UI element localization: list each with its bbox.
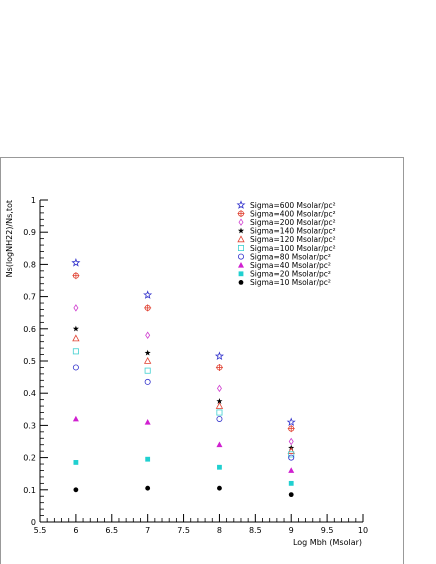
data-point [144,349,151,356]
legend-label: Sigma=100 Msolar/pc² [250,244,336,253]
data-point [145,456,151,462]
data-point [287,425,295,433]
legend-label: Sigma=20 Msolar/pc² [250,270,331,279]
data-point [144,304,152,312]
data-point [73,304,79,312]
series-8 [73,456,294,486]
legend-label: Sigma=40 Msolar/pc² [250,261,331,270]
y-tick-label: 0.6 [23,325,36,334]
data-point [288,437,294,446]
legend-label: Sigma=10 Msolar/pc² [250,278,331,287]
data-point [288,451,295,458]
x-tick-label: 10 [358,526,368,535]
data-point [143,356,152,364]
series-4 [72,334,295,454]
data-point [217,464,222,470]
legend-marker [236,200,246,209]
data-point [215,363,223,371]
data-point [216,384,222,393]
data-point [288,492,294,498]
x-tick-label: 8 [217,526,222,535]
data-point [288,454,295,461]
legend-marker [238,218,244,226]
legend-marker [238,271,244,277]
y-tick-label: 0.2 [23,454,36,463]
data-point [143,290,153,299]
series-5 [72,348,295,458]
data-point [144,378,151,385]
data-point [214,351,224,361]
legend-label: Sigma=200 Msolar/pc² [250,218,336,227]
data-point [72,348,79,355]
y-tick-label: 0.4 [23,389,36,398]
legend-marker [237,244,244,251]
data-point [71,258,81,267]
legend-marker [238,280,244,285]
data-point [286,417,296,427]
data-point [288,480,294,486]
y-tick-label: 0.1 [23,486,36,495]
data-point [216,415,223,422]
y-tick-label: 0.3 [23,421,36,430]
data-point [215,402,224,409]
series-0 [71,258,296,427]
legend-marker [237,210,245,218]
series-2 [73,304,294,446]
y-tick-label: 0.9 [23,228,36,237]
x-tick-label: 7 [145,526,150,535]
legend-label: Sigma=140 Msolar/pc² [250,227,336,236]
data-point [72,415,79,422]
legend-marker [237,227,245,234]
legend-label: Sigma=600 Msolar/pc² [250,201,336,210]
x-tick-label: 9 [289,526,294,535]
data-point [145,485,151,491]
legend-label: Sigma=80 Msolar/pc² [250,252,331,261]
data-point [144,418,151,425]
data-point [72,364,79,371]
data-point [73,487,79,493]
x-tick-label: 8.5 [249,526,262,535]
data-point [72,272,80,280]
legend-marker [237,235,245,243]
y-tick-label: 0.5 [23,357,36,366]
y-tick-label: 0.8 [23,260,36,269]
data-point [144,367,151,374]
x-tick-label: 6.5 [105,526,118,535]
x-axis-ticks: 5.5 6 6.5 7 7.5 8 8.5 9 9.5 10 [34,514,368,535]
y-axis-label: Ns(logNH22)/Ns,tot [5,200,14,277]
x-tick-label: 5.5 [34,526,47,535]
data-point [145,331,151,339]
series-6 [72,364,295,461]
data-points [71,258,296,498]
data-point [216,441,223,448]
series-7 [72,415,295,473]
data-point [72,334,80,342]
data-point [216,409,223,416]
y-tick-label: 0 [31,518,36,527]
data-point [72,325,79,332]
series-9 [73,485,294,498]
data-point [287,447,295,454]
data-point [217,485,222,491]
y-tick-label: 1 [31,196,36,205]
x-tick-label: 6 [73,526,78,535]
canvas-frame [0,157,404,564]
data-point [288,467,295,473]
y-tick-label: 0.7 [23,293,36,302]
series-3 [72,325,295,451]
x-axis-label: Log Mbh (Msolar) [293,538,362,547]
data-point [216,398,223,404]
x-tick-label: 7.5 [177,526,190,535]
legend-label: Sigma=400 Msolar/pc² [250,209,336,218]
legend-label: Sigma=120 Msolar/pc² [250,235,336,244]
legend-marker [237,253,244,260]
x-tick-label: 9.5 [321,526,334,535]
y-axis-ticks: 0 0.1 0.2 0.3 0.4 0.5 0.6 0.7 0.8 0.9 1 [23,196,48,527]
legend-marker [238,262,244,268]
series-1 [72,272,295,433]
data-point [73,460,79,465]
